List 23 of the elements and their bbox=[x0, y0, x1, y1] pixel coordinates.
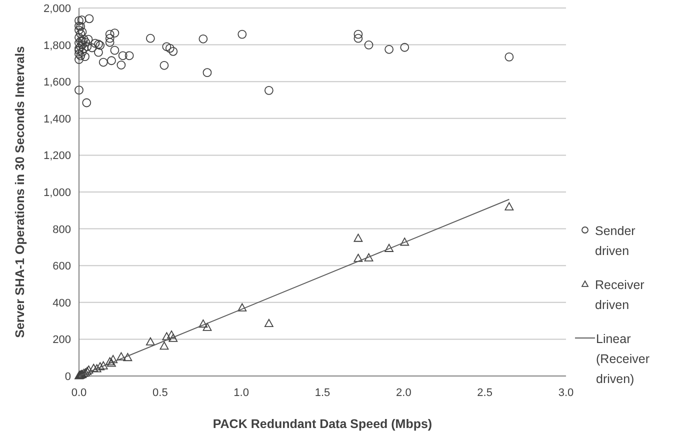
y-tick-label: 400 bbox=[52, 297, 71, 310]
x-tick-label: 2.5 bbox=[477, 387, 492, 399]
x-axis-title: PACK Redundant Data Speed (Mbps) bbox=[212, 417, 432, 431]
y-tick-label: 2,000 bbox=[43, 3, 71, 15]
y-tick-label: 1,600 bbox=[43, 76, 71, 89]
y-tick-label: 1,000 bbox=[43, 187, 71, 199]
y-tick-label: 200 bbox=[52, 334, 71, 346]
y-tick-label: 600 bbox=[52, 260, 71, 273]
y-tick-label: 800 bbox=[52, 224, 71, 236]
x-tick-label: 3.0 bbox=[558, 387, 574, 399]
legend-label: Sender driven bbox=[595, 224, 636, 258]
legend-label: Linear (Receiver driven) bbox=[596, 332, 650, 386]
y-tick-label: 1,200 bbox=[43, 150, 71, 162]
x-tick-label: 0.0 bbox=[71, 387, 87, 399]
y-axis-title: Server SHA-1 Operations in 30 Seconds Intervals bbox=[13, 46, 27, 338]
y-tick-label: 0 bbox=[64, 371, 71, 383]
x-tick-label: 1.0 bbox=[234, 387, 249, 399]
x-tick-label: 2.0 bbox=[396, 387, 412, 399]
legend-label: Receiver driven bbox=[595, 278, 644, 312]
x-tick-label: 0.5 bbox=[152, 387, 168, 399]
x-tick-label: 1.5 bbox=[314, 387, 330, 399]
y-tick-label: 1,800 bbox=[43, 40, 71, 52]
y-tick-label: 1,400 bbox=[43, 113, 71, 126]
